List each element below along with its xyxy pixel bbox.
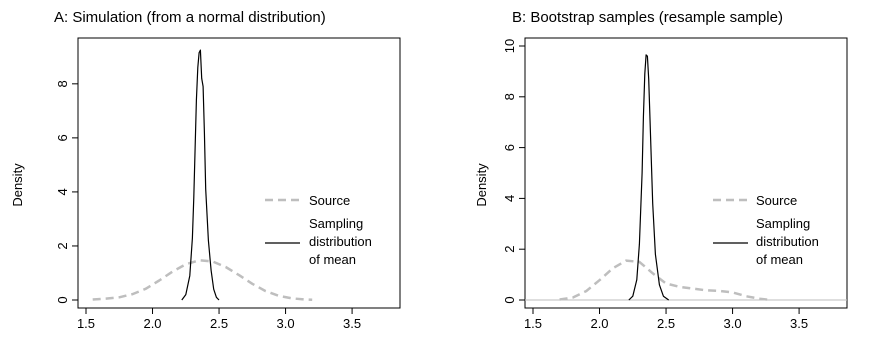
panel-a-series-sampling-line: [181, 49, 220, 301]
panel-b-legend-sampling-label-line3: of mean: [756, 252, 803, 267]
panel-b-legend-sampling-label-line1: Sampling: [756, 216, 810, 231]
panel-a-x-tick-label-1: 2.0: [143, 316, 161, 331]
panel-a-legend-source-label: Source: [309, 193, 350, 208]
panel-a-y-axis-label: Density: [10, 163, 25, 207]
panel-b-marks: 1.5 2.0 2.5 3.0 3.5 0 2 4 6 8 10: [502, 39, 847, 331]
panel-a-series-source-line: [92, 259, 313, 301]
panel-b-y-tick-label-1: 2: [502, 246, 517, 253]
panel-b-title: B: Bootstrap samples (resample sample): [512, 9, 783, 26]
panel-b-y-tick-label-2: 4: [502, 195, 517, 202]
panel-b-series-source-line: [559, 259, 769, 301]
panel-a-x-tick-label-2: 2.5: [210, 316, 228, 331]
panel-b: B: Bootstrap samples (resample sample) D…: [474, 9, 848, 331]
panel-a-x-tick-label-4: 3.5: [343, 316, 361, 331]
panel-b-x-tick-label-3: 3.0: [724, 316, 742, 331]
panel-b-y-tick-label-4: 8: [502, 93, 517, 100]
panel-a-y-tick-label-4: 8: [55, 80, 70, 87]
panel-b-x-tick-label-1: 2.0: [590, 316, 608, 331]
panel-a: A: Simulation (from a normal distributio…: [10, 9, 401, 331]
panel-b-legend-source-label: Source: [756, 193, 797, 208]
panel-b-legend: Source Sampling distribution of mean: [713, 193, 819, 267]
panel-a-title: A: Simulation (from a normal distributio…: [54, 9, 326, 26]
panel-a-legend: Source Sampling distribution of mean: [265, 193, 372, 267]
panel-a-y-tick-label-1: 2: [55, 242, 70, 249]
panel-a-x-tick-label-0: 1.5: [77, 316, 95, 331]
panel-a-plot-frame: [77, 37, 401, 309]
panel-b-plot-frame: [524, 37, 848, 309]
panel-a-y-tick-label-3: 6: [55, 134, 70, 141]
panel-b-x-tick-label-0: 1.5: [524, 316, 542, 331]
panel-a-y-tick-label-2: 4: [55, 188, 70, 195]
panel-b-legend-sampling-label-line2: distribution: [756, 234, 819, 249]
panel-a-x-tick-label-3: 3.0: [277, 316, 295, 331]
panel-a-y-tick-label-0: 0: [55, 296, 70, 303]
panel-b-y-tick-label-0: 0: [502, 296, 517, 303]
panel-b-y-tick-label-5: 10: [502, 39, 517, 53]
panel-b-series-sampling-line: [628, 54, 670, 301]
panel-a-marks: 1.5 2.0 2.5 3.0 3.5 0 2 4 6 8: [55, 49, 361, 331]
panel-b-y-tick-label-3: 6: [502, 144, 517, 151]
panel-b-x-tick-label-4: 3.5: [790, 316, 808, 331]
panel-b-x-tick-label-2: 2.5: [657, 316, 675, 331]
panel-a-legend-sampling-label-line3: of mean: [309, 252, 356, 267]
panel-a-legend-sampling-label-line2: distribution: [309, 234, 372, 249]
panel-b-y-axis-label: Density: [474, 163, 489, 207]
panel-a-legend-sampling-label-line1: Sampling: [309, 216, 363, 231]
